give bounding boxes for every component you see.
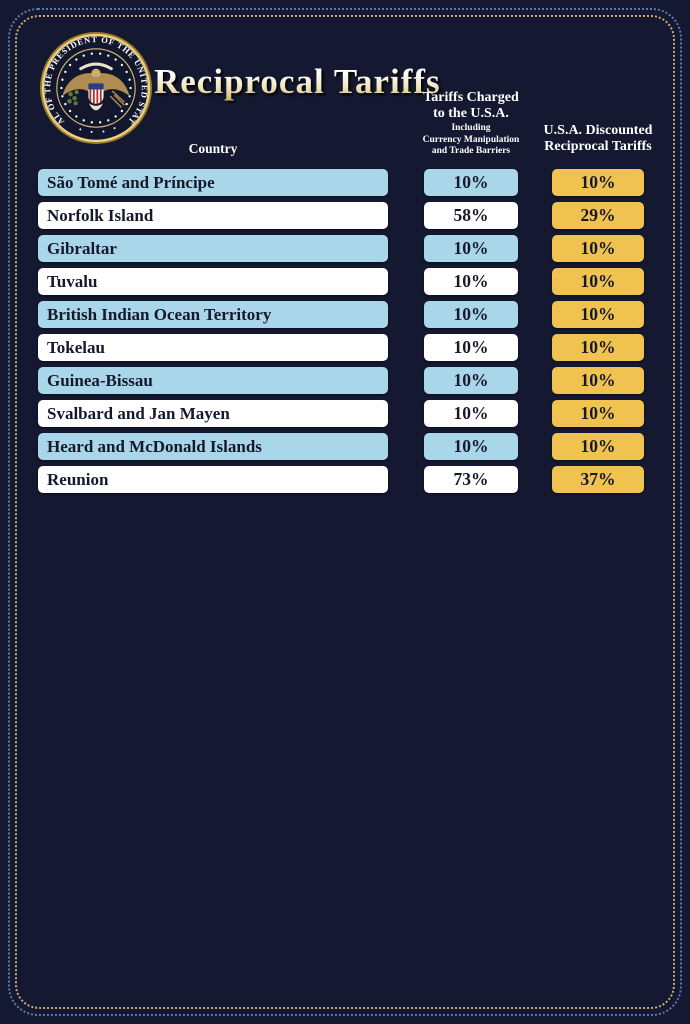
country-cell: São Tomé and Príncipe bbox=[38, 169, 388, 196]
discount-header-line2: Reciprocal Tariffs bbox=[544, 139, 652, 155]
tariff-discounted-cell: 10% bbox=[552, 235, 644, 262]
country-cell: British Indian Ocean Territory bbox=[38, 301, 388, 328]
tariff-discounted-cell: 10% bbox=[552, 367, 644, 394]
charged-header-line2: to the U.S.A. bbox=[433, 105, 509, 121]
country-cell: Gibraltar bbox=[38, 235, 388, 262]
tariff-table: São Tomé and Príncipe 10% 10% Norfolk Islan… bbox=[38, 169, 644, 499]
seal-olive-branch bbox=[67, 90, 79, 106]
tariff-discounted-cell: 10% bbox=[552, 433, 644, 460]
table-row: Svalbard and Jan Mayen 10% 10% bbox=[38, 400, 644, 427]
table-row: Reunion 73% 37% bbox=[38, 466, 644, 493]
tariff-discounted-cell: 29% bbox=[552, 202, 644, 229]
table-row: Heard and McDonald Islands 10% 10% bbox=[38, 433, 644, 460]
table-row: Gibraltar 10% 10% bbox=[38, 235, 644, 262]
country-cell: Tuvalu bbox=[38, 268, 388, 295]
table-row: British Indian Ocean Territory 10% 10% bbox=[38, 301, 644, 328]
column-header-country: Country bbox=[188, 141, 238, 156]
charged-subheader-line1: Including bbox=[451, 123, 491, 134]
tariff-discounted-cell: 37% bbox=[552, 466, 644, 493]
tariff-charged-cell: 10% bbox=[424, 400, 518, 427]
tariff-charged-cell: 10% bbox=[424, 268, 518, 295]
charged-subheader-line2: Currency Manipulation bbox=[422, 134, 520, 145]
outer-dotted-border bbox=[8, 8, 682, 1016]
table-row: Tokelau 10% 10% bbox=[38, 334, 644, 361]
tariff-charged-cell: 10% bbox=[424, 235, 518, 262]
charged-subheader-line3: and Trade Barriers bbox=[431, 146, 511, 157]
table-row: São Tomé and Príncipe 10% 10% bbox=[38, 169, 644, 196]
tariff-discounted-cell: 10% bbox=[552, 268, 644, 295]
table-row: Tuvalu 10% 10% bbox=[38, 268, 644, 295]
discount-header-line1: U.S.A. Discounted bbox=[543, 123, 653, 138]
seal-eagle bbox=[62, 62, 130, 111]
inner-dotted-border bbox=[15, 15, 675, 1009]
tariff-charged-cell: 10% bbox=[424, 433, 518, 460]
column-header-discounted-tariffs: U.S.A. Discounted Reciprocal Tariffs bbox=[527, 123, 669, 155]
tariff-charged-cell: 10% bbox=[424, 334, 518, 361]
country-cell: Tokelau bbox=[38, 334, 388, 361]
country-cell: Guinea-Bissau bbox=[38, 367, 388, 394]
column-header-tariffs-charged: Tariffs Charged to the U.S.A. Including … bbox=[406, 90, 536, 158]
tariff-charged-cell: 10% bbox=[424, 169, 518, 196]
country-cell: Svalbard and Jan Mayen bbox=[38, 400, 388, 427]
tariff-discounted-cell: 10% bbox=[552, 301, 644, 328]
tariff-charged-cell: 10% bbox=[424, 367, 518, 394]
table-row: Norfolk Island 58% 29% bbox=[38, 202, 644, 229]
tariff-charged-cell: 58% bbox=[424, 202, 518, 229]
page-title: Reciprocal Tariffs bbox=[154, 62, 441, 101]
tariff-charged-cell: 10% bbox=[424, 301, 518, 328]
tariff-discounted-cell: 10% bbox=[552, 400, 644, 427]
tariff-discounted-cell: 10% bbox=[552, 334, 644, 361]
country-cell: Heard and McDonald Islands bbox=[38, 433, 388, 460]
table-row: Guinea-Bissau 10% 10% bbox=[38, 367, 644, 394]
seal-arrows bbox=[109, 90, 126, 108]
presidential-seal-icon: SEAL OF THE PRESIDENT OF THE UNITED STAT… bbox=[39, 31, 152, 144]
tariff-discounted-cell: 10% bbox=[552, 169, 644, 196]
charged-header-line1: Tariffs Charged bbox=[423, 90, 519, 105]
country-cell: Reunion bbox=[38, 466, 388, 493]
seal-tail bbox=[88, 103, 104, 111]
seal-star-ring bbox=[60, 52, 132, 124]
country-cell: Norfolk Island bbox=[38, 202, 388, 229]
tariff-charged-cell: 73% bbox=[424, 466, 518, 493]
